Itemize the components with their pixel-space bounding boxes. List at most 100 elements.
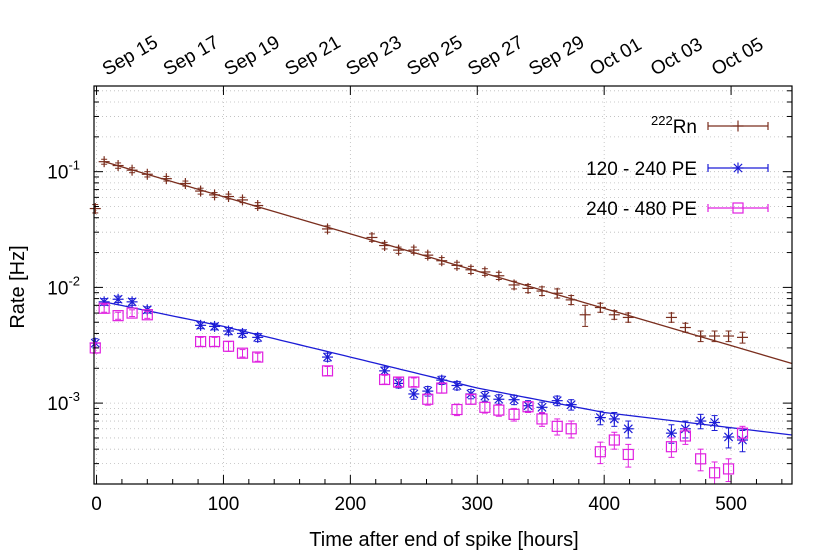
marker-part [127,297,137,307]
data-point [379,365,391,377]
data-point [565,420,577,439]
data-point [465,393,477,405]
marker-part [126,307,138,319]
marker-part [408,376,420,388]
data-point [679,322,691,334]
marker-part [479,401,491,413]
data-point [98,156,110,168]
data-point [209,320,221,332]
data-point [679,428,691,445]
data-point [422,249,434,261]
data-point [594,441,606,465]
marker-part [695,453,707,465]
marker-part [141,309,153,321]
data-point [695,448,707,472]
data-point [223,325,235,337]
marker-part [732,202,744,214]
data-point [195,336,207,348]
data-point [536,411,548,427]
marker-part [222,340,235,352]
marker-part [696,416,706,426]
marker-part [733,163,743,173]
data-point [708,461,721,485]
data-point [565,399,577,411]
data-point [252,331,264,343]
x-axis-title: Time after end of spike [hours] [309,529,578,551]
data-point [89,203,101,215]
data-point [665,437,678,458]
data-point [736,425,749,442]
data-point [379,373,391,386]
marker-part [537,402,547,412]
marker-part [679,430,691,442]
data-point [112,293,124,305]
data-point [551,287,563,299]
marker-part [594,446,606,458]
x-tick-label: 500 [715,494,747,515]
data-point [451,379,463,391]
data-point [594,302,606,314]
x-tick-label: 300 [461,494,493,515]
legend-label: 240 - 480 PE [586,199,697,220]
data-point [126,296,138,308]
marker-part [722,463,735,475]
marker-part [609,414,619,424]
fit-line [103,161,793,365]
data-point [665,311,677,323]
data-point [126,307,138,319]
data-point [236,347,249,359]
data-point [436,255,448,267]
data-point [622,443,634,468]
marker-part [208,336,221,348]
data-point [451,259,463,271]
marker-part [113,294,123,304]
marker-part [708,467,721,479]
data-point [141,309,153,321]
data-point [321,365,334,377]
x-tick-label: 400 [588,494,620,515]
data-point [451,403,463,417]
marker-part [452,380,462,391]
data-point [195,319,207,331]
data-point [236,194,248,206]
marker-part [409,389,419,399]
data-point [551,395,563,407]
marker-part [623,424,633,434]
top-date-label: Sep 23 [343,32,406,80]
data-point [536,401,548,414]
data-point [522,401,534,413]
data-point [126,164,138,176]
data-point [252,200,264,212]
marker-part [565,423,577,435]
series-plus [89,156,749,344]
data-point [236,327,248,339]
legend-marker [732,120,744,132]
data-point [179,178,191,190]
data-point [223,191,235,203]
data-point [551,418,563,436]
top-date-label: Sep 17 [160,32,223,80]
y-tick-label: 10-1 [47,158,80,184]
marker-part [321,365,334,377]
marker-part [710,417,720,428]
data-point [565,294,577,306]
marker-part [195,336,207,348]
data-point [422,393,434,406]
fit-line [104,301,793,436]
marker-part [237,328,248,338]
marker-part [665,441,678,453]
data-point [366,231,378,243]
marker-part [380,366,390,376]
data-point [479,401,491,414]
data-point [392,376,405,388]
top-date-label: Oct 03 [647,34,706,80]
data-point [723,427,735,449]
marker-part [451,403,463,416]
marker-part [723,432,734,442]
marker-part [89,342,101,354]
data-point [709,330,721,343]
marker-part [436,382,448,394]
marker-part [422,393,434,405]
marker-part [379,373,391,386]
